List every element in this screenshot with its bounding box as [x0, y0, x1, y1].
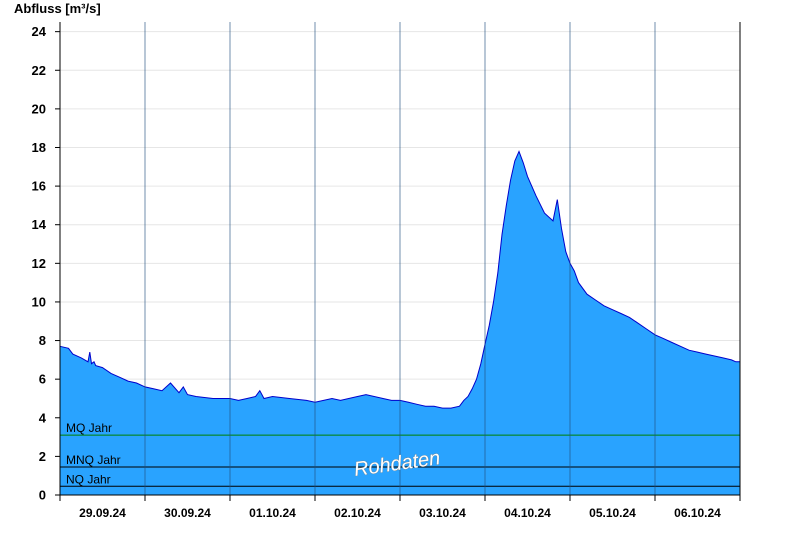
- y-tick-label: 6: [39, 372, 46, 387]
- x-tick-label: 01.10.24: [249, 506, 296, 520]
- day-divider-lines: [144, 22, 656, 495]
- y-tick-label: 8: [39, 333, 46, 348]
- reference-lines: MQ Jahr MNQ Jahr NQ Jahr: [60, 421, 740, 487]
- y-tick-label: 18: [32, 140, 46, 155]
- x-axis-ticks: 29.09.24 30.09.24 01.10.24 02.10.24 03.10.24…: [59, 495, 741, 520]
- x-tick-label: 05.10.24: [589, 506, 636, 520]
- y-tick-label: 12: [32, 256, 46, 271]
- x-tick-label: 04.10.24: [504, 506, 551, 520]
- reference-line-label: NQ Jahr: [66, 472, 111, 486]
- y-tick-label: 22: [32, 63, 46, 78]
- x-tick-label: 03.10.24: [419, 506, 466, 520]
- y-tick-label: 2: [39, 449, 46, 464]
- discharge-line: [59, 150, 740, 409]
- y-tick-label: 20: [32, 101, 46, 116]
- y-tick-label: 24: [32, 24, 47, 39]
- y-tick-label: 16: [32, 179, 46, 194]
- y-axis-label: Abfluss [m³/s]: [14, 1, 101, 16]
- x-tick-label: 02.10.24: [334, 506, 381, 520]
- reference-line-label: MNQ Jahr: [66, 453, 121, 467]
- y-tick-label: 14: [32, 217, 47, 232]
- x-tick-label: 29.09.24: [79, 506, 126, 520]
- x-tick-label: 06.10.24: [674, 506, 721, 520]
- x-tick-label: 30.09.24: [164, 506, 211, 520]
- y-tick-label: 10: [32, 294, 46, 309]
- reference-line-label: MQ Jahr: [66, 421, 112, 435]
- y-tick-label: 0: [39, 488, 46, 503]
- y-tick-label: 4: [39, 410, 47, 425]
